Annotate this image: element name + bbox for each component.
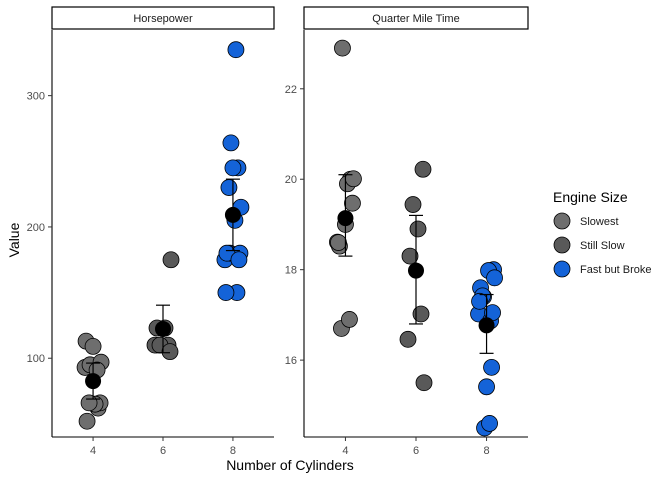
point-quarter-mile-time-fast-but-broke [471,292,488,310]
legend-key-fast-but-broke [553,260,571,278]
strip-quarter-mile-time [303,6,529,30]
mean-point-horsepower-4 [85,373,102,390]
legend-label-still-slow: Still Slow [580,240,625,252]
point-horsepower-fast-but-broke [222,134,240,152]
legend-item-fast-but-broke: Fast but Broke [553,260,652,278]
x-tick-label-horsepower-8: 8 [230,445,236,457]
y-tick-label-horsepower-100: 100 [27,353,45,365]
point-horsepower-fast-but-broke [227,41,245,59]
legend-label-fast-but-broke: Fast but Broke [580,264,652,276]
strip-horsepower [51,6,275,30]
point-quarter-mile-time-still-slow [404,196,422,213]
point-quarter-mile-time-fast-but-broke [478,378,495,396]
point-quarter-mile-time-fast-but-broke [481,415,498,432]
point-quarter-mile-time-slowest [345,170,362,188]
y-tick-label-horsepower-200: 200 [27,222,45,234]
point-quarter-mile-time-slowest [341,311,358,328]
x-tick-label-quarter-mile-time-8: 8 [483,445,489,457]
legend-label-slowest: Slowest [580,216,619,228]
point-quarter-mile-time-still-slow [414,160,432,178]
mean-point-quarter-mile-time-6 [408,262,424,279]
strip-title-horsepower: Horsepower [133,13,193,25]
point-quarter-mile-time-slowest [334,39,351,57]
x-tick-label-horsepower-4: 4 [90,445,96,457]
point-quarter-mile-time-fast-but-broke [486,269,503,287]
point-horsepower-slowest [80,394,98,412]
panel-quarter-mile-time: Quarter Mile Time 16 18 20 22 4 6 8 [285,6,529,457]
legend: Engine Size Slowest Still Slow Fast but … [553,189,652,278]
mean-point-horsepower-6 [155,320,171,337]
legend-key-still-slow [553,236,571,254]
point-horsepower-fast-but-broke [217,284,235,301]
point-quarter-mile-time-slowest [330,234,347,251]
mean-point-quarter-mile-time-4 [337,210,354,227]
y-tick-label-quarter-mile-time-20: 20 [285,174,297,186]
point-quarter-mile-time-still-slow [401,247,419,265]
point-horsepower-fast-but-broke [230,251,248,269]
point-quarter-mile-time-slowest [344,194,361,212]
x-tick-label-quarter-mile-time-4: 4 [342,445,348,457]
legend-item-still-slow: Still Slow [553,236,625,254]
legend-key-slowest [553,212,571,230]
x-tick-label-quarter-mile-time-6: 6 [413,445,419,457]
point-horsepower-still-slow [162,251,180,269]
mean-point-quarter-mile-time-8 [478,317,495,334]
x-tick-label-horsepower-6: 6 [160,445,166,457]
panel-horsepower: Horsepower 100 200 300 4 6 8 [27,6,275,457]
y-tick-label-quarter-mile-time-22: 22 [285,84,297,96]
point-horsepower-fast-but-broke [224,159,242,177]
y-axis-title: Value [6,222,22,257]
point-horsepower-slowest [78,412,96,430]
legend-item-slowest: Slowest [553,212,619,230]
point-quarter-mile-time-still-slow [399,330,417,348]
point-quarter-mile-time-still-slow [412,305,430,323]
y-tick-label-quarter-mile-time-16: 16 [285,355,297,367]
point-horsepower-still-slow [161,343,179,361]
legend-title: Engine Size [553,189,628,205]
y-tick-label-quarter-mile-time-18: 18 [285,265,297,277]
x-axis-title: Number of Cylinders [226,457,354,473]
point-quarter-mile-time-fast-but-broke [483,358,500,376]
point-horsepower-fast-but-broke [220,179,238,196]
point-quarter-mile-time-still-slow [415,374,433,392]
y-tick-label-horsepower-300: 300 [27,91,45,103]
point-horsepower-slowest [84,338,102,355]
strip-title-quarter-mile-time: Quarter Mile Time [372,13,459,25]
point-quarter-mile-time-still-slow [409,220,427,238]
mean-point-horsepower-8 [224,206,241,223]
